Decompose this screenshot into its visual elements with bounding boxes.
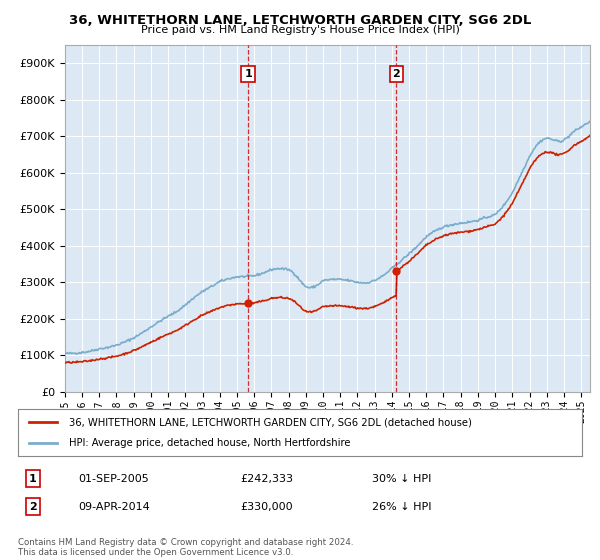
Text: £242,333: £242,333 xyxy=(240,474,293,484)
Text: 36, WHITETHORN LANE, LETCHWORTH GARDEN CITY, SG6 2DL (detached house): 36, WHITETHORN LANE, LETCHWORTH GARDEN C… xyxy=(69,417,472,427)
Text: 01-SEP-2005: 01-SEP-2005 xyxy=(78,474,149,484)
Text: 2: 2 xyxy=(392,69,400,79)
Text: 2: 2 xyxy=(29,502,37,512)
Text: Price paid vs. HM Land Registry's House Price Index (HPI): Price paid vs. HM Land Registry's House … xyxy=(140,25,460,35)
Text: £330,000: £330,000 xyxy=(240,502,293,512)
Text: 36, WHITETHORN LANE, LETCHWORTH GARDEN CITY, SG6 2DL: 36, WHITETHORN LANE, LETCHWORTH GARDEN C… xyxy=(69,14,531,27)
Text: Contains HM Land Registry data © Crown copyright and database right 2024.
This d: Contains HM Land Registry data © Crown c… xyxy=(18,538,353,557)
Text: 09-APR-2014: 09-APR-2014 xyxy=(78,502,150,512)
Text: 1: 1 xyxy=(245,69,253,79)
Text: HPI: Average price, detached house, North Hertfordshire: HPI: Average price, detached house, Nort… xyxy=(69,438,350,448)
Text: 1: 1 xyxy=(29,474,37,484)
Text: 30% ↓ HPI: 30% ↓ HPI xyxy=(372,474,431,484)
Text: 26% ↓ HPI: 26% ↓ HPI xyxy=(372,502,431,512)
